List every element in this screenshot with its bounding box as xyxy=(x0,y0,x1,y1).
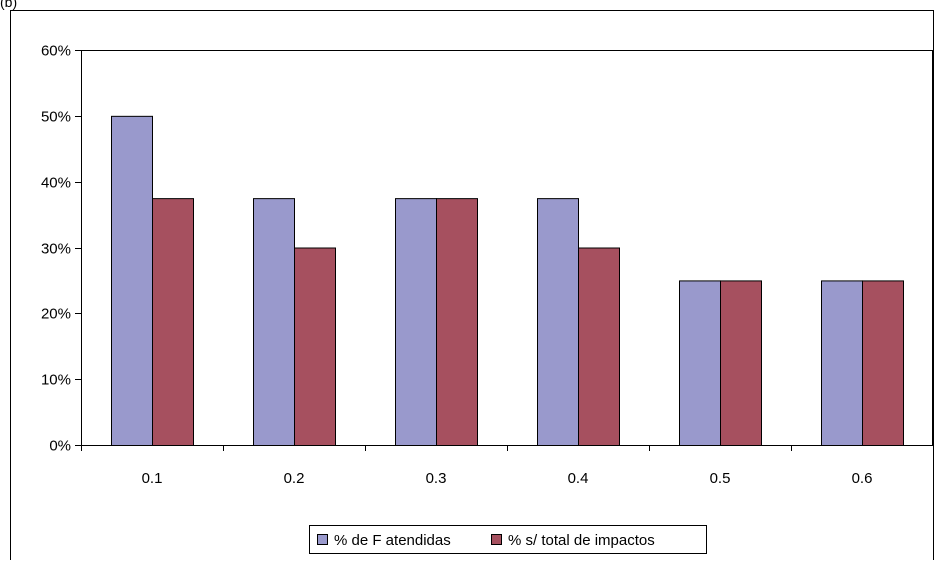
y-tick-label: 0% xyxy=(49,438,71,455)
x-tick-label: 0.1 xyxy=(142,470,163,487)
bar-f-atendidas xyxy=(111,115,153,446)
legend-swatch-2 xyxy=(491,534,502,545)
bar-f-atendidas xyxy=(395,198,437,446)
x-tick-label: 0.6 xyxy=(852,470,873,487)
bar-total-impactos xyxy=(152,198,194,446)
y-tick-label: 20% xyxy=(41,306,71,323)
legend-label-1: % de F atendidas xyxy=(334,532,451,549)
x-tick-label: 0.3 xyxy=(426,470,447,487)
y-tick-label: 10% xyxy=(41,372,71,389)
bar-total-impactos xyxy=(862,280,904,446)
bar-f-atendidas xyxy=(253,198,295,446)
legend-label-2: % s/ total de impactos xyxy=(508,532,655,549)
y-tick-label: 50% xyxy=(41,109,71,126)
bar-f-atendidas xyxy=(537,198,579,446)
bar-total-impactos xyxy=(720,280,762,446)
bar-total-impactos xyxy=(578,247,620,446)
bar-total-impactos xyxy=(436,198,478,446)
y-tick-label: 40% xyxy=(41,175,71,192)
bar-total-impactos xyxy=(294,247,336,446)
legend-box xyxy=(309,525,707,554)
bar-f-atendidas xyxy=(679,280,721,446)
legend-swatch-1 xyxy=(317,534,328,545)
x-tick-label: 0.2 xyxy=(284,470,305,487)
x-tick-label: 0.5 xyxy=(710,470,731,487)
bar-f-atendidas xyxy=(821,280,863,446)
panel-label: (b) xyxy=(0,0,18,10)
x-tick-label: 0.4 xyxy=(568,470,589,487)
plot-area xyxy=(81,50,933,446)
y-tick-label: 30% xyxy=(41,241,71,258)
y-tick-label: 60% xyxy=(41,43,71,60)
